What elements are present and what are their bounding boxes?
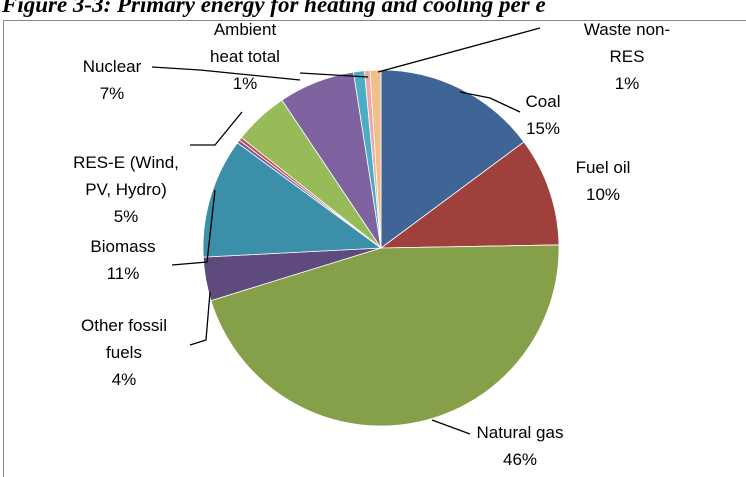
category-label: Ambient heat total [210,20,280,66]
leader-line [190,111,243,146]
category-label: Biomass [90,237,156,256]
category-label: Nuclear [82,57,142,76]
value-label: 11% [106,264,140,283]
data-label: Natural gas 46% [450,419,590,473]
pie-slice [379,141,560,249]
leader-line [377,27,541,73]
leader-line [189,291,211,346]
data-label: Other fossil fuels 4% [67,312,182,393]
category-label: Other fossil fuels [81,316,167,362]
value-label: 10% [585,185,621,204]
chart-title: Figure 3-3: Primary energy for heating a… [2,0,546,17]
category-label: Waste non-RES [583,20,671,66]
value-label: 7% [99,84,125,103]
category-label: Natural gas [476,423,564,442]
value-label: 5% [113,207,139,226]
data-label: Ambient heat total 1% [195,16,295,97]
pie-slice [380,69,525,249]
data-label: Fuel oil 10% [553,154,653,208]
category-label: RES-E (Wind, PV, Hydro) [73,153,179,199]
data-label: RES-E (Wind, PV, Hydro) 5% [66,149,186,230]
data-label: Waste non-RES 1% [580,16,675,97]
value-label: 1% [232,74,258,93]
value-label: 46% [502,450,538,469]
leader-line [459,91,521,113]
pie-slice [210,244,560,427]
pie-slice [369,69,382,249]
leader-line [431,419,471,435]
leader-line [151,66,301,81]
leader-line [171,189,216,266]
chart-frame [3,20,746,477]
category-label: Coal [525,92,561,111]
data-label: Biomass 11% [68,233,178,287]
value-label: 15% [525,119,561,138]
data-label: Nuclear 7% [62,53,162,107]
value-label: 4% [111,370,137,389]
value-label: 1% [614,74,640,93]
pie-slice [202,142,383,258]
leader-line [299,72,369,78]
category-label: Fuel oil [575,158,631,177]
data-label: Coal 15% [503,88,583,142]
